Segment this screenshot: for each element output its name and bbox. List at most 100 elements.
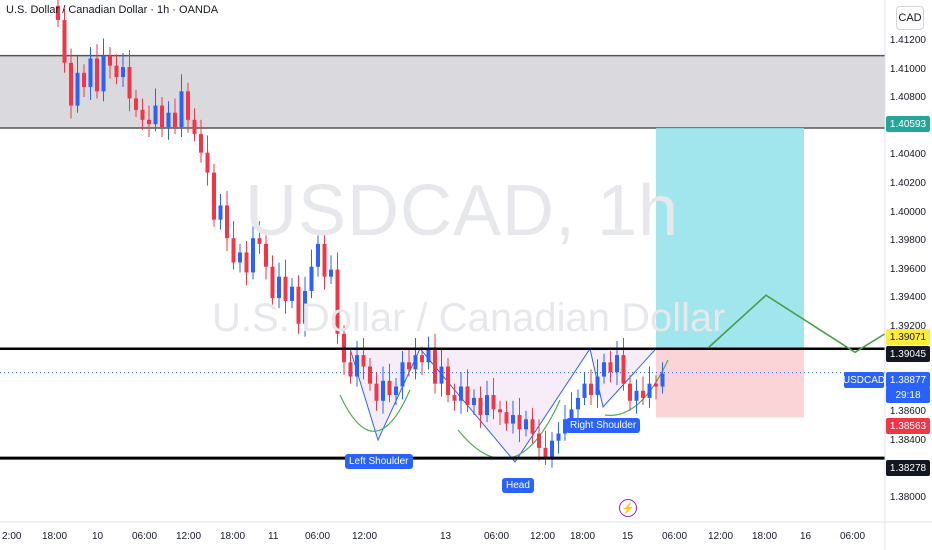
candle-body bbox=[147, 119, 151, 125]
price-tick-label: 1.39800 bbox=[889, 235, 926, 247]
candle-body bbox=[160, 105, 164, 127]
time-tick-label: 06:00 bbox=[662, 531, 688, 542]
candle-body bbox=[264, 243, 268, 267]
time-tick-label: 10 bbox=[92, 531, 104, 542]
candle-body bbox=[75, 72, 80, 106]
candle-body bbox=[537, 433, 541, 448]
target-price-tag: 1.40593 bbox=[886, 116, 930, 132]
candle-body bbox=[511, 415, 515, 424]
candle-body bbox=[192, 119, 197, 135]
candle-body bbox=[212, 172, 216, 220]
candle-body bbox=[153, 105, 158, 125]
time-tick-label: 18:00 bbox=[42, 531, 68, 542]
candlestick-series bbox=[56, 0, 665, 468]
price-tick-label: 1.40800 bbox=[889, 92, 926, 104]
price-tick-label: 1.40400 bbox=[889, 149, 926, 161]
candle-body bbox=[595, 376, 600, 396]
candle-body bbox=[309, 266, 314, 291]
candle-body bbox=[394, 386, 398, 396]
candle-body bbox=[563, 419, 567, 434]
candle-body bbox=[589, 383, 593, 396]
candle-body bbox=[569, 409, 574, 420]
projected-path[interactable] bbox=[707, 294, 886, 354]
watermark-name: U.S. Dollar / Canadian Dollar bbox=[212, 296, 726, 340]
events-lightning-icon[interactable]: ⚡ bbox=[619, 499, 637, 517]
candle-body bbox=[498, 409, 502, 413]
candle-body bbox=[88, 58, 93, 88]
long-position-stop-zone[interactable] bbox=[656, 348, 804, 418]
candle-body bbox=[628, 383, 632, 401]
candle-body bbox=[485, 395, 489, 416]
candle-body bbox=[550, 440, 554, 458]
inverse-head-shoulders-outline bbox=[349, 347, 657, 463]
candle-body bbox=[374, 383, 379, 401]
candle-body bbox=[225, 205, 229, 239]
candle-body bbox=[69, 62, 73, 106]
price-tick-label: 1.38000 bbox=[889, 491, 926, 503]
neckline-alt-price-tag: 1.39071 bbox=[886, 329, 930, 345]
time-tick-label: 06:00 bbox=[132, 531, 158, 542]
time-tick-label: 06:00 bbox=[305, 531, 331, 542]
candle-body bbox=[108, 55, 112, 66]
left-shoulder-label[interactable]: Left Shoulder bbox=[345, 454, 413, 469]
candle-body bbox=[335, 269, 340, 334]
support-price-tag: 1.38278 bbox=[886, 460, 930, 476]
candle-body bbox=[530, 419, 535, 434]
candle-body bbox=[199, 134, 203, 153]
candle-body bbox=[56, 5, 60, 21]
candle-body bbox=[322, 243, 327, 277]
candle-body bbox=[303, 290, 307, 324]
candle-body bbox=[257, 238, 262, 244]
candle-body bbox=[439, 366, 444, 384]
candle-body bbox=[621, 355, 626, 384]
candle-body bbox=[433, 348, 437, 384]
right-shoulder-label[interactable]: Right Shoulder bbox=[566, 418, 641, 433]
head-label[interactable]: Head bbox=[502, 478, 534, 493]
candle-body bbox=[413, 355, 418, 370]
candle-body bbox=[290, 286, 294, 301]
symbol-header[interactable]: U.S. Dollar / Canadian Dollar · 1h · OAN… bbox=[6, 4, 218, 16]
candle-body bbox=[556, 433, 561, 441]
time-tick-label: 12:00 bbox=[176, 531, 202, 542]
long-position-target-zone[interactable] bbox=[656, 127, 804, 349]
time-tick-label: 13 bbox=[440, 531, 452, 542]
time-tick-label: 12:00 bbox=[352, 531, 378, 542]
time-tick-label: 16 bbox=[800, 531, 812, 542]
candle-body bbox=[368, 366, 372, 384]
candle-body bbox=[121, 67, 125, 78]
symbol-price-label: USDCAD bbox=[843, 372, 885, 388]
candle-body bbox=[504, 412, 509, 424]
candle-body bbox=[602, 362, 606, 377]
price-tick-label: 1.40200 bbox=[889, 178, 926, 189]
symbol-description: U.S. Dollar / Canadian Dollar · 1h · OAN… bbox=[6, 4, 219, 16]
candle-body bbox=[615, 355, 619, 373]
candle-body bbox=[231, 238, 236, 263]
time-tick-label: 15 bbox=[622, 531, 634, 542]
candle-body bbox=[472, 397, 476, 406]
price-tick-label: 1.38600 bbox=[889, 406, 926, 418]
candle-body bbox=[186, 91, 190, 120]
bar-countdown: 29:18 bbox=[886, 387, 930, 403]
price-tick-label: 1.41200 bbox=[889, 35, 926, 47]
candle-body bbox=[140, 109, 145, 120]
currency-button[interactable]: CAD bbox=[896, 6, 924, 30]
time-tick-label: 12:00 bbox=[530, 531, 556, 542]
time-tick-label: 12:00 bbox=[708, 531, 734, 542]
candle-body bbox=[238, 252, 242, 263]
time-tick-label: 18:00 bbox=[752, 531, 778, 542]
time-tick-label: 06:00 bbox=[484, 531, 510, 542]
candle-body bbox=[491, 395, 496, 410]
time-tick-label: 18:00 bbox=[570, 531, 596, 542]
time-tick-label: 06:00 bbox=[840, 531, 866, 542]
candle-body bbox=[355, 355, 359, 377]
candle-body bbox=[166, 112, 171, 127]
watermark-symbol: USDCAD, 1h bbox=[245, 171, 680, 251]
candle-body bbox=[452, 395, 457, 401]
inverse-head-shoulders-fill bbox=[350, 348, 656, 462]
candle-body bbox=[277, 276, 281, 299]
candle-body bbox=[387, 380, 392, 396]
price-tick-label: 1.38400 bbox=[889, 434, 926, 446]
candle-body bbox=[283, 276, 288, 301]
candle-body bbox=[446, 366, 450, 396]
